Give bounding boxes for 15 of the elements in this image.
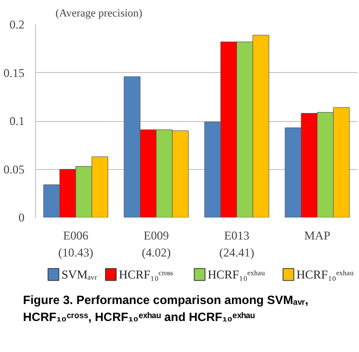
legend-label: SVMₐᵥᵣ <box>62 268 98 282</box>
caption: Figure 3. Performance comparison among SVMₐᵥᵣ, HCRF₁₀ᶜʳᵒˢˢ, HCRF₁₀ᵉˣʰᵃᵘ and HCRF₁₀ᵉˣʰᵃᵘ <box>23 292 310 326</box>
y-tick-label: 0.05 <box>4 162 24 176</box>
legend-label: HCRF₁₀ᵉˣʰᵃᵘ <box>296 268 354 282</box>
y-axis-title: (Average precision) <box>56 8 143 20</box>
legend-label: HCRF₁₀ᵉˣʰᵃᵘ <box>208 268 266 282</box>
y-tick-label: 0.2 <box>10 18 24 32</box>
y-tick-label: 0.15 <box>4 66 24 80</box>
x-tick-label: E006 (10.43) <box>58 228 94 260</box>
y-tick-label: 0.1 <box>10 114 24 128</box>
y-tick-label: 0 <box>18 210 24 224</box>
x-tick-label: E009 (4.02) <box>142 228 171 260</box>
legend-label: HCRF₁₀ᶜʳᵒˢˢ <box>118 268 174 282</box>
x-tick-label: MAP <box>304 228 331 242</box>
x-tick-label: E013 (24.41) <box>219 228 254 260</box>
